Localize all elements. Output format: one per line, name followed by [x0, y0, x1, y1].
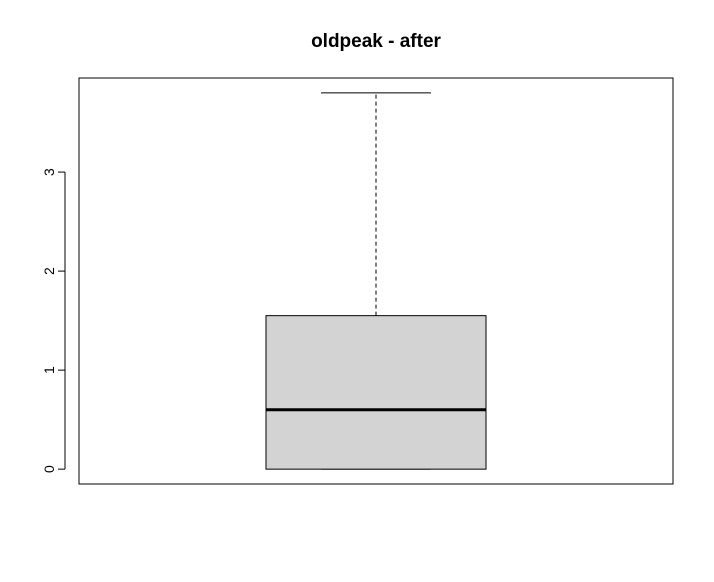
- plot-frame: [78, 77, 674, 485]
- y-axis: 0 1 2 3: [41, 168, 66, 473]
- y-tick-label: 0: [41, 465, 57, 473]
- chart-title: oldpeak - after: [311, 31, 441, 52]
- y-tick-label: 3: [41, 168, 57, 176]
- interquartile-box: [265, 315, 487, 470]
- box-plot: [265, 92, 487, 470]
- y-tick-label: 1: [41, 366, 57, 374]
- y-tick-label: 2: [41, 267, 57, 275]
